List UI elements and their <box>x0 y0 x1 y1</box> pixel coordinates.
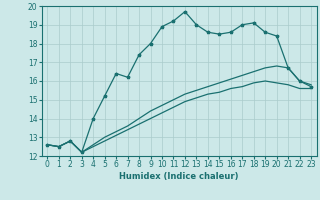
X-axis label: Humidex (Indice chaleur): Humidex (Indice chaleur) <box>119 172 239 181</box>
